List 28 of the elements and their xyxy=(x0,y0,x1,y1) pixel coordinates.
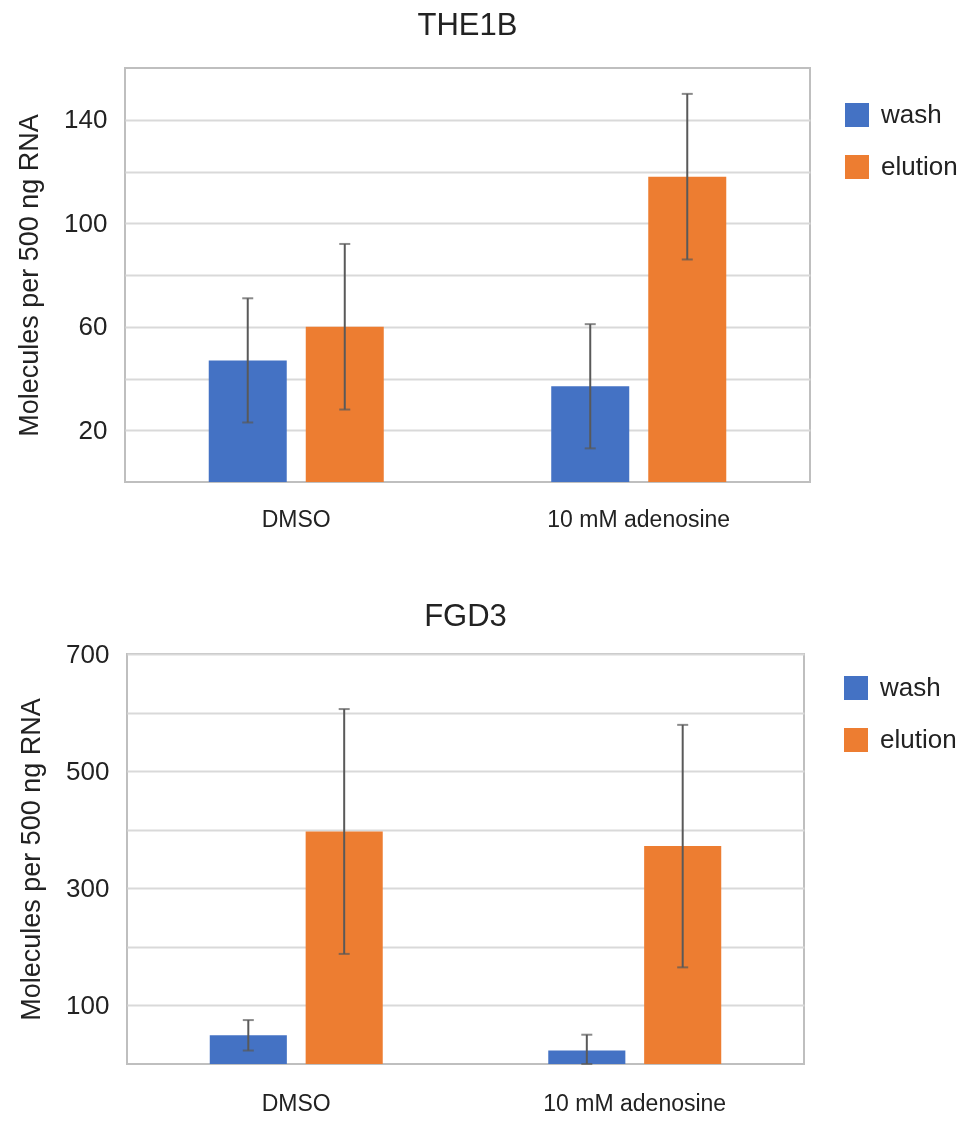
y-axis-title: Molecules per 500 ng RNA xyxy=(16,698,47,1021)
x-tick-label: DMSO xyxy=(261,1089,331,1116)
bar xyxy=(305,326,384,482)
y-tick-label: 700 xyxy=(66,638,110,669)
x-tick-label: DMSO xyxy=(261,505,331,532)
bar xyxy=(305,831,383,1064)
y-tick-label: 500 xyxy=(66,755,110,786)
legend-label: wash xyxy=(880,99,942,129)
bar xyxy=(209,1035,287,1064)
legend-label: elution xyxy=(881,151,958,181)
x-tick-label: 10 mM adenosine xyxy=(547,505,731,532)
legend-label: elution xyxy=(880,724,957,754)
chart-title: FGD3 xyxy=(424,598,507,633)
bar xyxy=(208,360,287,482)
bar xyxy=(551,386,630,482)
bar xyxy=(648,176,727,482)
bar xyxy=(548,1050,626,1064)
y-tick-label: 140 xyxy=(64,104,108,135)
legend-label: wash xyxy=(879,672,941,702)
y-tick-label: 20 xyxy=(78,414,108,445)
y-tick-label: 300 xyxy=(66,872,110,903)
y-tick-label: 60 xyxy=(78,311,108,342)
y-axis-title: Molecules per 500 ng RNA xyxy=(14,114,45,437)
x-tick-label: 10 mM adenosine xyxy=(543,1089,727,1116)
y-tick-label: 100 xyxy=(66,989,110,1020)
chart-title: THE1B xyxy=(417,7,518,42)
y-tick-label: 100 xyxy=(64,207,108,238)
bar xyxy=(644,846,722,1064)
